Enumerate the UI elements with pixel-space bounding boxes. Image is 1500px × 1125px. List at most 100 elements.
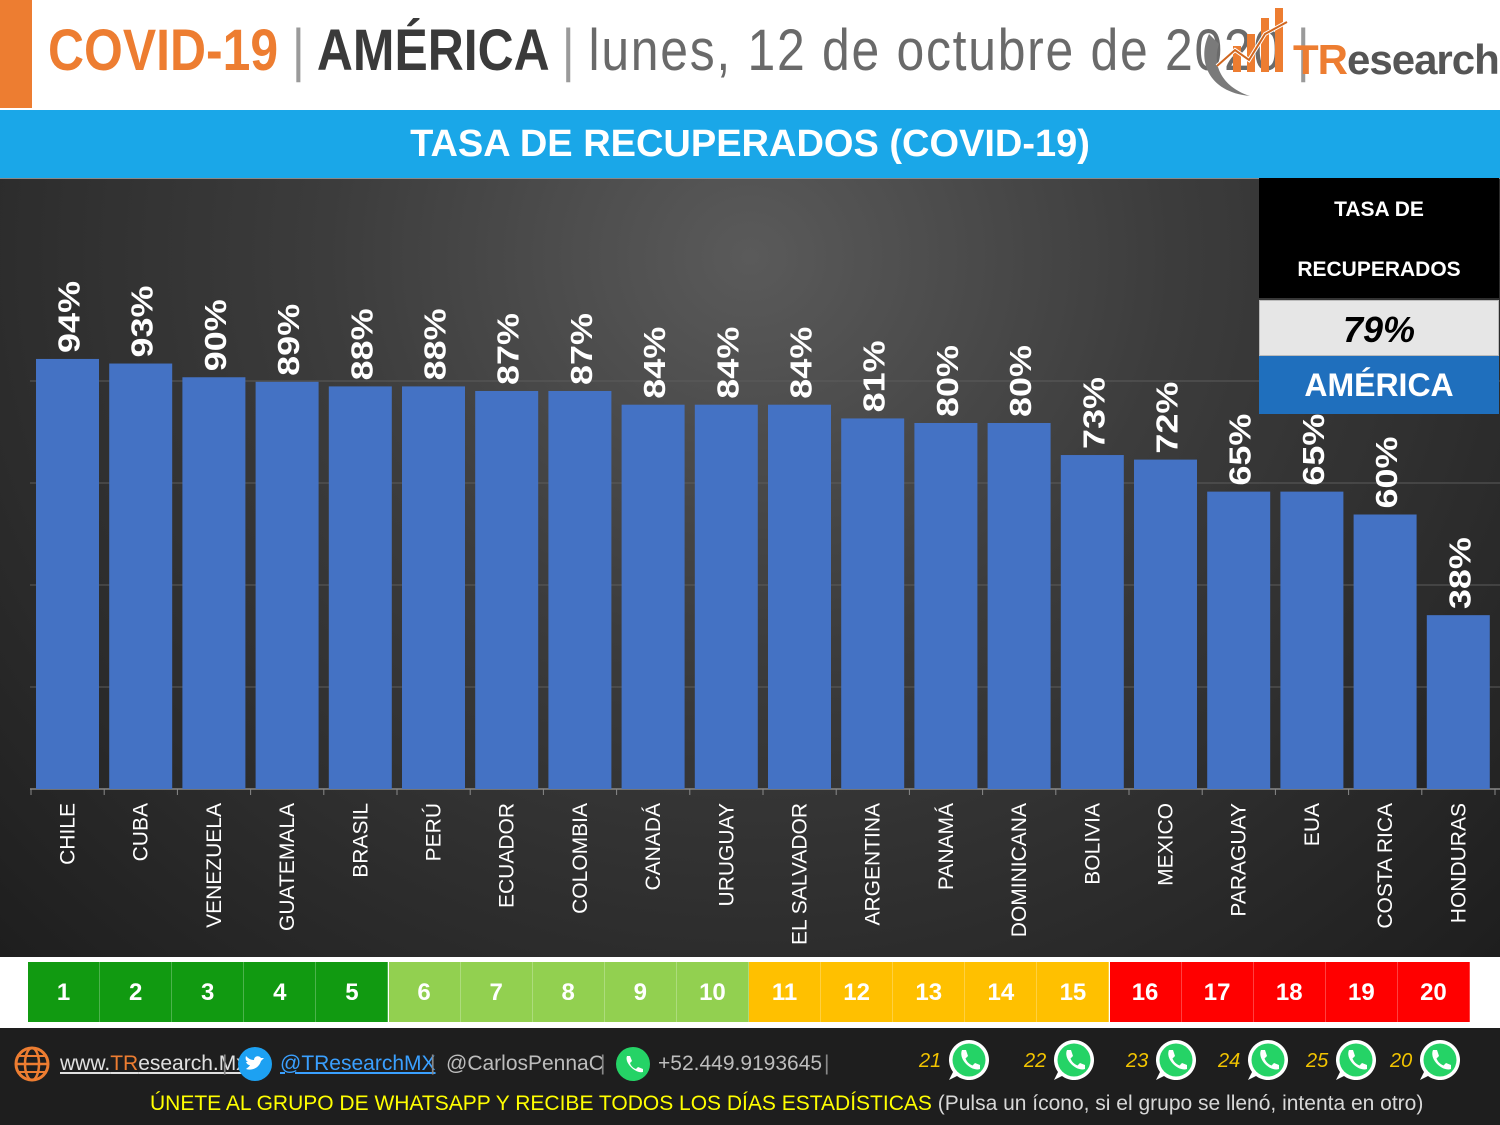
data-label: 73% (1078, 377, 1112, 449)
accent-bar (0, 0, 32, 108)
rank-cell: 10 (676, 962, 749, 1022)
footer-separator: | (430, 1052, 436, 1075)
rank-cell: 8 (532, 962, 605, 1022)
whatsapp-group-icon[interactable] (945, 1036, 993, 1084)
data-label: 87% (492, 313, 526, 385)
title-date: lunes, 12 de octubre de 2020 (588, 18, 1283, 83)
category-label: MEXICO (1155, 803, 1178, 886)
data-label: 88% (419, 308, 453, 380)
category-label: PARAGUAY (1228, 803, 1251, 917)
rank-strip: 1 2 3 4 5 6 7 8 9 10 11 12 13 14 15 16 17 18 19 20 (28, 962, 1470, 1022)
bar (1060, 455, 1124, 789)
data-label: 84% (785, 327, 819, 399)
category-label: HONDURAS (1447, 803, 1470, 923)
bar (475, 390, 539, 789)
category-label: GUATEMALA (276, 803, 299, 931)
category-label: DOMINICANA (1008, 803, 1031, 937)
rank-cell: 6 (388, 962, 461, 1022)
whatsapp-group-number: 25 (1306, 1050, 1329, 1072)
bar (1207, 491, 1271, 789)
bar (255, 381, 319, 789)
category-label: CANADÁ (642, 803, 665, 891)
summary-label-line1: TASA DE (1334, 198, 1424, 221)
logo-swoosh-icon (1204, 8, 1288, 96)
title-covid: COVID-19 (48, 18, 279, 83)
category-label: ARGENTINA (862, 803, 885, 926)
title-banner: TASA DE RECUPERADOS (COVID-19) (0, 110, 1500, 178)
bar (694, 404, 758, 789)
category-label: BRASIL (349, 803, 372, 878)
data-label: 38% (1444, 537, 1478, 609)
whatsapp-group-icon[interactable] (1152, 1036, 1200, 1084)
category-label: COLOMBIA (569, 803, 592, 914)
cta-note-text: (Pulsa un ícono, si el grupo se llenó, i… (937, 1092, 1424, 1115)
category-label: BOLIVIA (1081, 803, 1104, 885)
title-separator: | (1296, 18, 1310, 83)
whatsapp-group-number: 21 (919, 1050, 942, 1072)
summary-label-line2: RECUPERADOS (1297, 258, 1461, 281)
whatsapp-group-icon[interactable] (1332, 1036, 1380, 1084)
data-label: 80% (1005, 345, 1039, 417)
data-label: 87% (565, 313, 599, 385)
whatsapp-group-number: 20 (1390, 1050, 1413, 1072)
twitter-handle-link[interactable]: @TResearchMX (280, 1052, 436, 1075)
whatsapp-group-icon[interactable] (1050, 1036, 1098, 1084)
bar (328, 386, 392, 789)
bar (841, 418, 905, 789)
bar (1353, 514, 1417, 789)
data-label: 84% (712, 327, 746, 399)
bar (182, 377, 246, 789)
bar (768, 404, 831, 789)
data-label: 90% (199, 299, 233, 371)
whatsapp-cta: ÚNETE AL GRUPO DE WHATSAPP Y RECIBE TODO… (150, 1092, 1423, 1116)
category-label: EL SALVADOR (789, 803, 812, 945)
data-label: 65% (1297, 414, 1331, 486)
data-label: 80% (931, 345, 965, 417)
category-label: CUBA (130, 803, 153, 861)
globe-icon[interactable] (14, 1046, 50, 1082)
title-separator: | (291, 18, 305, 83)
category-label: URUGUAY (715, 803, 738, 906)
rank-cell: 15 (1037, 962, 1110, 1022)
footer-separator: | (600, 1052, 606, 1075)
personal-handle[interactable]: @CarlosPennaC (446, 1052, 604, 1075)
rank-cell: 13 (893, 962, 966, 1022)
phone-number[interactable]: +52.449.9193645 (658, 1052, 823, 1075)
title-region: AMÉRICA (316, 18, 548, 83)
whatsapp-icon[interactable] (616, 1047, 650, 1081)
chart-title: TASA DE RECUPERADOS (COVID-19) (410, 123, 1090, 165)
rank-cell: 5 (316, 962, 389, 1022)
footer-separator: | (824, 1052, 830, 1075)
category-label: PERÚ (423, 803, 446, 861)
rank-cell: 19 (1325, 962, 1398, 1022)
cta-main-text: ÚNETE AL GRUPO DE WHATSAPP Y RECIBE TODO… (150, 1092, 932, 1115)
rank-cell: 17 (1181, 962, 1254, 1022)
logo-text: TResearch (1293, 36, 1500, 83)
rank-cell: 18 (1253, 962, 1326, 1022)
footer-separator: | (222, 1052, 228, 1075)
website-link[interactable]: www.TResearch.Mx (60, 1052, 247, 1075)
rank-cell: 3 (172, 962, 245, 1022)
summary-region: AMÉRICA (1259, 356, 1499, 414)
bar-chart: 94% CHILE 93% CUBA 90% VENEZUELA 89% GUATEMALA 8… (0, 178, 1500, 957)
whatsapp-group-number: 22 (1024, 1050, 1047, 1072)
category-label: ECUADOR (496, 803, 519, 908)
data-label: 88% (346, 308, 380, 380)
data-label: 65% (1224, 414, 1258, 486)
tresearch-logo[interactable]: TResearch (1195, 4, 1500, 100)
page-title: COVID-19 | AMÉRICA | lunes, 12 de octubr… (48, 16, 1310, 86)
twitter-icon[interactable] (238, 1047, 272, 1081)
whatsapp-group-number: 24 (1218, 1050, 1241, 1072)
bar (36, 358, 99, 789)
category-label: EUA (1301, 803, 1324, 846)
header: COVID-19 | AMÉRICA | lunes, 12 de octubr… (0, 0, 1500, 108)
category-label: PANAMÁ (935, 803, 958, 890)
whatsapp-group-icon[interactable] (1416, 1036, 1464, 1084)
bar (914, 423, 978, 789)
rank-cell: 11 (749, 962, 822, 1022)
title-separator: | (561, 18, 575, 83)
category-label: VENEZUELA (203, 803, 226, 928)
data-label: 81% (858, 340, 892, 412)
whatsapp-group-icon[interactable] (1244, 1036, 1292, 1084)
data-label: 94% (53, 281, 87, 353)
